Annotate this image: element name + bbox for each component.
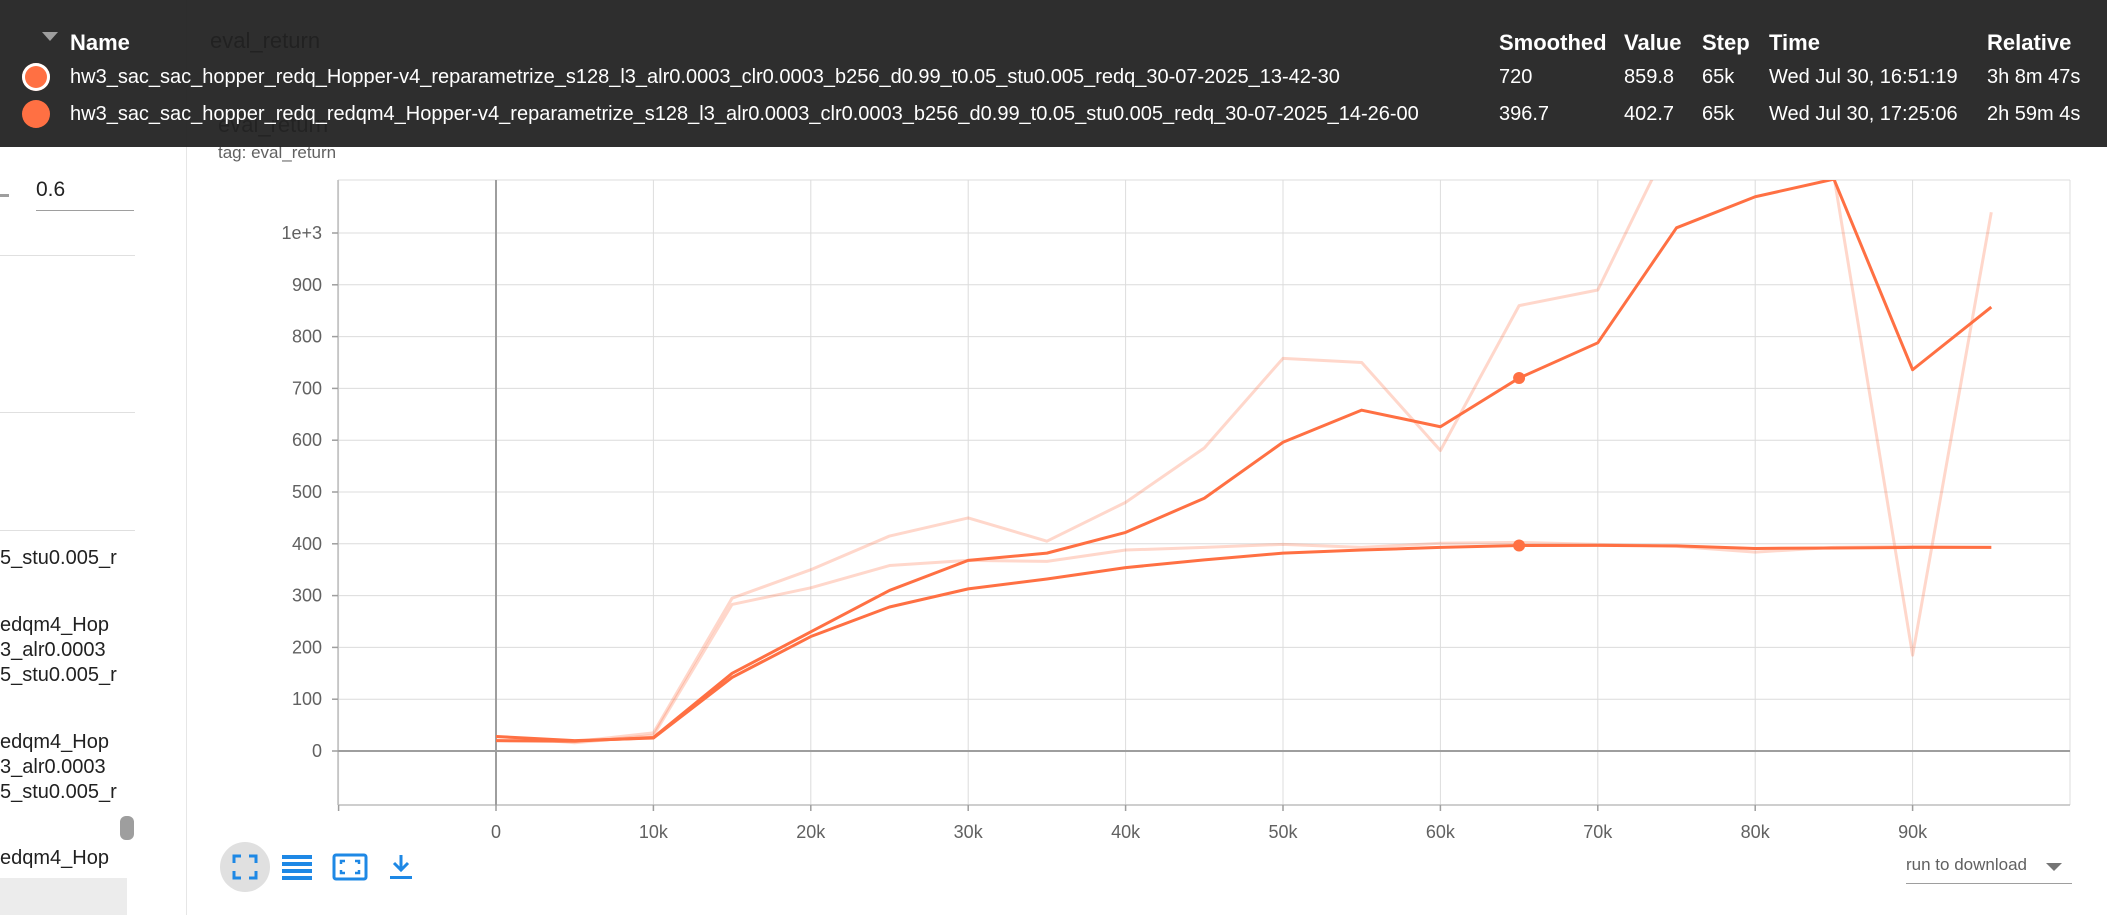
sidebar-footer [0, 878, 127, 915]
tooltip-row-value: 402.7 [1624, 103, 1675, 125]
log-scale-button[interactable] [272, 842, 322, 892]
raw-series-line [495, 540, 1992, 745]
divider [0, 412, 135, 413]
hover-point [1513, 372, 1526, 385]
smoothed-series-line [495, 543, 1992, 743]
run-item-label[interactable]: edqm4_Hop [0, 731, 109, 753]
tooltip-row-relative: 2h 59m 4s [1987, 103, 2081, 125]
run-item-label[interactable]: edqm4_Hop [0, 847, 109, 869]
smoothing-slider-track[interactable] [0, 194, 9, 197]
run-item-label[interactable]: 5_stu0.005_r [0, 664, 117, 686]
hover-point [1513, 539, 1526, 552]
x-tick-label: 80k [1741, 822, 1771, 842]
col-header-value: Value [1624, 30, 1682, 55]
chart-tag: tag: eval_return [218, 143, 337, 162]
col-header-name: Name [70, 30, 130, 55]
run-color-dot [22, 63, 50, 91]
x-tick-label: 70k [1583, 822, 1613, 842]
x-tick-label: 40k [1111, 822, 1141, 842]
y-tick-label: 800 [292, 327, 322, 347]
divider [0, 255, 135, 256]
x-tick-label: 20k [796, 822, 826, 842]
tooltip-row-time: Wed Jul 30, 16:51:19 [1769, 66, 1958, 88]
fit-domain-button[interactable] [325, 842, 375, 892]
y-tick-label: 400 [292, 534, 322, 554]
tooltip-row-time: Wed Jul 30, 17:25:06 [1769, 103, 1958, 125]
run-color-dot [22, 100, 50, 128]
run-item-label[interactable]: 3_alr0.0003 [0, 756, 106, 778]
hover-tooltip: Name Smoothed Value Step Time Relative h… [0, 0, 2107, 147]
fullscreen-icon [232, 854, 258, 880]
x-tick-label: 90k [1898, 822, 1928, 842]
sidebar-scrollbar[interactable] [120, 816, 134, 840]
run-item-label[interactable]: 5_stu0.005_r [0, 781, 117, 803]
run-item-label[interactable]: 3_alr0.0003 [0, 639, 106, 661]
fit-domain-icon [332, 853, 368, 881]
y-tick-label: 100 [292, 689, 322, 709]
smoothing-input[interactable]: 0.6 [36, 178, 134, 211]
tooltip-row-value: 859.8 [1624, 66, 1675, 88]
y-tick-label: 600 [292, 430, 322, 450]
col-header-smoothed: Smoothed [1499, 30, 1607, 55]
download-icon [390, 855, 412, 879]
tooltip-row-name: hw3_sac_sac_hopper_redq_Hopper-v4_repara… [70, 66, 1340, 88]
run-download-select[interactable]: run to download [1906, 853, 2072, 884]
y-tick-label: 200 [292, 637, 322, 657]
log-scale-icon [282, 855, 312, 880]
chevron-down-icon [2046, 863, 2062, 871]
x-tick-label: 10k [639, 822, 669, 842]
chevron-down-icon [42, 32, 58, 41]
raw-series-line [495, 180, 1993, 744]
fullscreen-button[interactable] [220, 842, 270, 892]
series-group [495, 180, 1993, 745]
y-tick-label: 900 [292, 275, 322, 295]
divider [0, 530, 135, 531]
run-item-label[interactable]: edqm4_Hop [0, 614, 109, 636]
tooltip-row-step: 65k [1702, 103, 1735, 125]
y-tick-label: 500 [292, 482, 322, 502]
tooltip-row-smoothed: 396.7 [1499, 103, 1550, 125]
y-tick-label: 0 [312, 741, 322, 761]
x-tick-label: 60k [1426, 822, 1456, 842]
y-tick-label: 1e+3 [281, 223, 322, 243]
download-button[interactable] [376, 842, 426, 892]
run-item-label[interactable]: 5_stu0.005_r [0, 547, 117, 569]
tooltip-row-relative: 3h 8m 47s [1987, 66, 2081, 88]
tooltip-row-step: 65k [1702, 66, 1735, 88]
x-tick-label: 50k [1268, 822, 1298, 842]
x-tick-label: 30k [954, 822, 984, 842]
runs-sidebar: 0.6 5_stu0.005_r edqm4_Hop 3_alr0.0003 5… [0, 0, 187, 915]
col-header-time: Time [1769, 30, 1820, 55]
col-header-relative: Relative [1987, 30, 2072, 55]
tooltip-row-smoothed: 720 [1499, 66, 1533, 88]
col-header-step: Step [1702, 30, 1750, 55]
y-tick-label: 300 [292, 586, 322, 606]
x-tick-label: 0 [491, 822, 501, 842]
smoothed-series-line [495, 180, 1993, 743]
y-tick-label: 700 [292, 378, 322, 398]
tooltip-row-name: hw3_sac_sac_hopper_redq_redqm4_Hopper-v4… [70, 103, 1419, 125]
run-download-label: run to download [1906, 855, 2027, 874]
